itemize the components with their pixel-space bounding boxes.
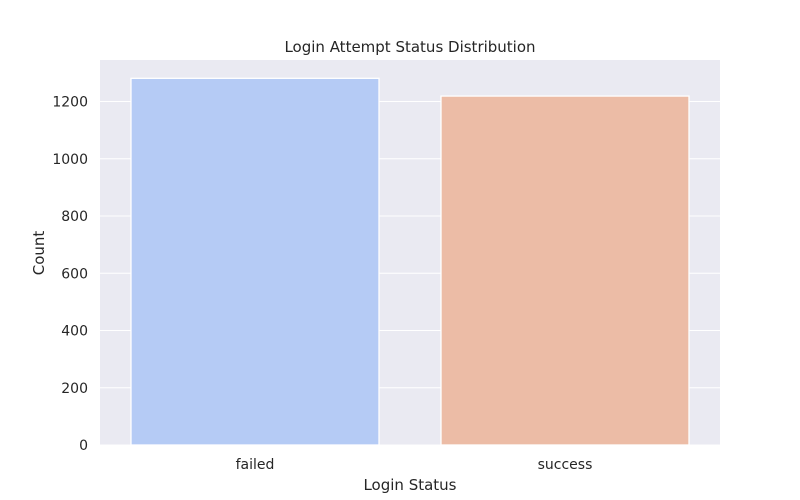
y-tick-labels: 0 200 400 600 800 1000 1200 bbox=[52, 95, 88, 454]
x-axis-label: Login Status bbox=[363, 476, 456, 494]
y-tick-label: 200 bbox=[61, 381, 88, 397]
x-tick-label-success: success bbox=[538, 457, 593, 473]
x-tick-label-failed: failed bbox=[236, 457, 275, 473]
bars bbox=[130, 77, 690, 446]
bar-failed bbox=[130, 77, 380, 446]
bar-success bbox=[440, 95, 690, 446]
y-tick-label: 0 bbox=[79, 438, 88, 454]
y-tick-label: 600 bbox=[61, 266, 88, 282]
y-tick-label: 1000 bbox=[52, 152, 88, 168]
y-tick-label: 400 bbox=[61, 324, 88, 340]
y-tick-label: 800 bbox=[61, 209, 88, 225]
y-axis-label: Count bbox=[30, 231, 48, 276]
x-tick-labels: failed success bbox=[236, 457, 593, 473]
y-tick-label: 1200 bbox=[52, 95, 88, 111]
chart-title: Login Attempt Status Distribution bbox=[284, 38, 535, 56]
